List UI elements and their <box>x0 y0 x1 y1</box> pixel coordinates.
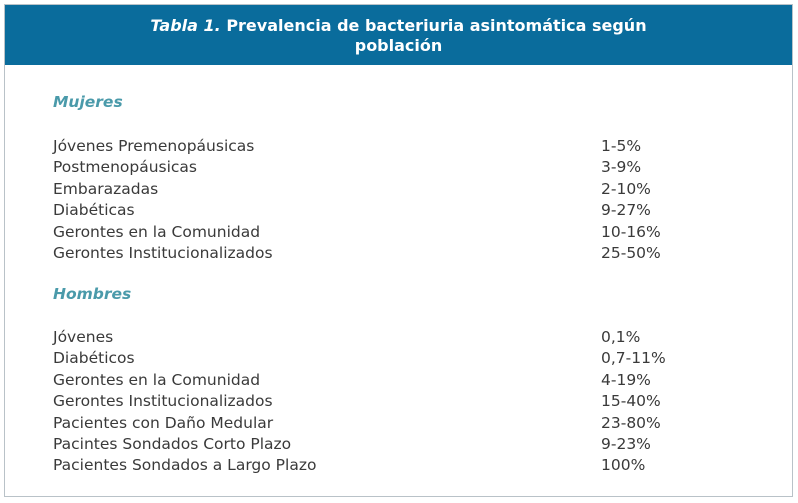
population-name: Diabéticas <box>53 201 135 220</box>
population-name: Diabéticos <box>53 349 135 368</box>
prevalence-value: 4-19% <box>601 370 651 389</box>
population-name: Embarazadas <box>53 179 159 198</box>
table-row: Postmenopáusicas 3-9% <box>53 157 703 178</box>
population-name: Jóvenes Premenopáusicas <box>53 137 255 155</box>
population-name: Gerontes Institucionalizados <box>53 392 273 411</box>
table-row: Gerontes en la Comunidad 4-19% <box>53 370 703 391</box>
section-heading-mujeres: Mujeres <box>53 93 123 111</box>
table-title-label: Tabla 1. <box>150 16 221 35</box>
table-title: Tabla 1. Prevalencia de bacteriuria asin… <box>5 16 792 36</box>
prevalence-value: 23-80% <box>601 413 661 432</box>
table-row: Diabéticas 9-27% <box>53 200 703 221</box>
prevalence-value: 1-5% <box>601 137 642 155</box>
population-name: Gerontes en la Comunidad <box>53 222 261 241</box>
prevalence-value: 25-50% <box>601 243 661 262</box>
prevalence-value: 3-9% <box>601 158 642 177</box>
table-row: Pacientes con Daño Medular 23-80% <box>53 413 703 434</box>
table-row: Gerontes en la Comunidad 10-16% <box>53 222 703 243</box>
table-row: Embarazadas 2-10% <box>53 179 703 200</box>
table-row: Diabéticos 0,7-11% <box>53 348 703 369</box>
prevalence-value: 15-40% <box>601 392 661 411</box>
prevalence-value: 0,1% <box>601 328 641 346</box>
table-title-line2: población <box>354 36 443 55</box>
population-name: Pacintes Sondados Corto Plazo <box>53 434 292 453</box>
prevalence-value: 10-16% <box>601 222 661 241</box>
population-name: Gerontes en la Comunidad <box>53 370 261 389</box>
prevalence-value: 9-23% <box>601 434 651 453</box>
table-row: Gerontes Institucionalizados 25-50% <box>53 243 703 264</box>
prevalence-value: 2-10% <box>601 179 651 198</box>
rows-hombres: Jóvenes 0,1% Diabéticos 0,7-11% Gerontes en … <box>53 327 703 477</box>
table-row: Gerontes Institucionalizados 15-40% <box>53 391 703 412</box>
prevalence-value: 9-27% <box>601 201 651 220</box>
prevalence-value: 0,7-11% <box>601 349 666 368</box>
table-frame: Tabla 1. Prevalencia de bacteriuria asin… <box>4 4 793 497</box>
population-name: Pacientes con Daño Medular <box>53 413 274 432</box>
population-name: Pacientes Sondados a Largo Plazo <box>53 456 317 475</box>
table-header: Tabla 1. Prevalencia de bacteriuria asin… <box>5 5 792 65</box>
table-row: Jóvenes 0,1% <box>53 327 703 348</box>
population-name: Gerontes Institucionalizados <box>53 243 273 262</box>
table-row: Jóvenes Premenopáusicas 1-5% <box>53 136 703 157</box>
rows-mujeres: Jóvenes Premenopáusicas 1-5% Postmenopáusi… <box>53 136 703 264</box>
prevalence-value: 100% <box>601 456 646 475</box>
table-row: Pacintes Sondados Corto Plazo 9-23% <box>53 434 703 455</box>
population-name: Jóvenes <box>53 328 114 346</box>
section-heading-hombres: Hombres <box>53 285 132 303</box>
table-title-line1: Prevalencia de bacteriuria asintomática … <box>226 16 647 35</box>
table-row: Pacientes Sondados a Largo Plazo 100% <box>53 455 703 476</box>
population-name: Postmenopáusicas <box>53 158 198 177</box>
